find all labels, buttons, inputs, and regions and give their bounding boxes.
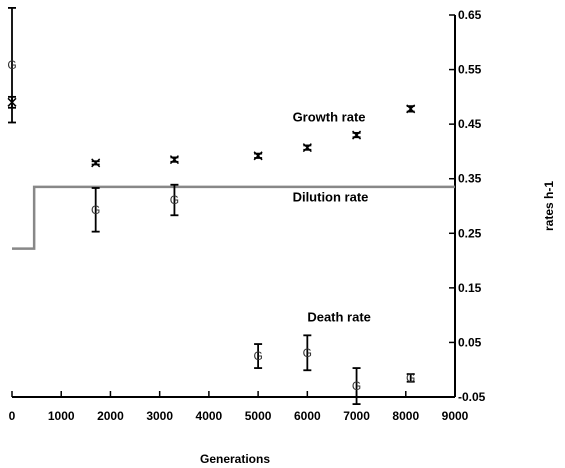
y-axis-title: rates h-1 (542, 181, 556, 231)
x-tick-label: 1000 (48, 409, 75, 423)
axes: 0 1000 2000 3000 4000 5000 6000 7000 8000 9000 0.6… (9, 8, 486, 423)
x-tick-label: 8000 (392, 409, 419, 423)
x-tick-label: 2000 (97, 409, 124, 423)
growth-marker (169, 155, 179, 165)
x-tick-label: 4000 (196, 409, 223, 423)
series-group: G G G G G G G (7, 7, 416, 405)
y-tick-label: 0.05 (458, 335, 482, 349)
death-marker: G (170, 193, 179, 207)
x-axis-title: Generations (200, 452, 270, 466)
dilution-rate-line (12, 185, 455, 250)
death-marker: G (253, 349, 262, 363)
growth-marker (91, 158, 101, 168)
x-tick-label: 5000 (245, 409, 272, 423)
labels: Growth rate Dilution rate Death rate (293, 109, 371, 324)
death-marker: G (303, 346, 312, 360)
y-tick-label: 0.35 (458, 172, 482, 186)
y-tick-label: 0.25 (458, 226, 482, 240)
death-marker: G (352, 379, 361, 393)
y-tick-label: 0.45 (458, 117, 482, 131)
dilution-step-line (12, 185, 455, 250)
x-tick-label: 7000 (343, 409, 370, 423)
death-marker: G (406, 371, 415, 385)
annotation-label: Death rate (307, 310, 371, 325)
death-marker: G (7, 58, 16, 72)
y-tick-label: 0.55 (458, 63, 482, 77)
x-tick-label: 9000 (442, 409, 469, 423)
y-tick-label: 0.15 (458, 281, 482, 295)
death-marker: G (91, 203, 100, 217)
y-tick-label: 0.65 (458, 8, 482, 22)
growth-marker (406, 104, 416, 114)
x-tick-label: 3000 (146, 409, 173, 423)
growth-marker (352, 130, 362, 140)
y-tick-label: -0.05 (458, 390, 486, 404)
x-tick-label: 6000 (294, 409, 321, 423)
annotation-label: Growth rate (293, 109, 366, 124)
annotation-label: Dilution rate (293, 190, 369, 205)
growth-marker (253, 151, 263, 161)
x-tick-label: 0 (9, 409, 16, 423)
growth-marker (302, 143, 312, 153)
